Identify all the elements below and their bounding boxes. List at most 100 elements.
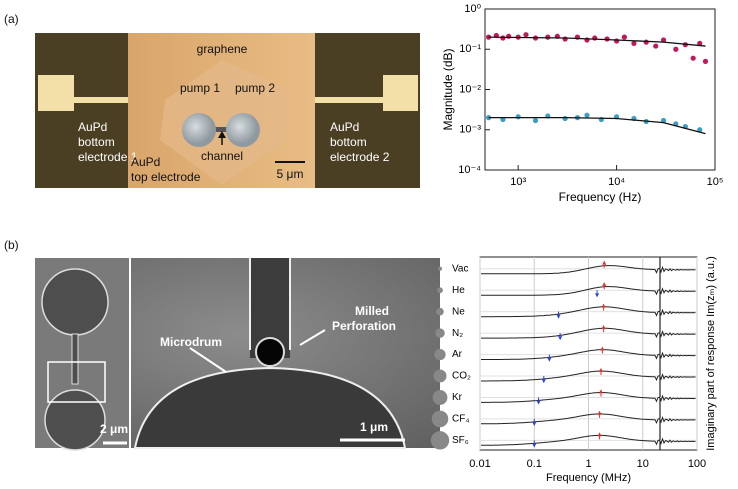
legend-symbol <box>432 390 448 405</box>
data-point <box>562 36 568 42</box>
knee-arrow <box>595 290 600 298</box>
image-label: Perforation <box>332 319 396 333</box>
data-point <box>653 43 659 49</box>
image-label: electrode 2 <box>330 150 390 164</box>
image-label: AuPd <box>131 155 160 169</box>
x-tick-label: 10³ <box>510 176 526 188</box>
plot-frame <box>484 8 716 171</box>
image-label: AuPd <box>330 120 359 134</box>
sem-image <box>35 258 440 451</box>
peak-arrow <box>600 346 605 354</box>
scale-label: 2 μm <box>100 422 128 436</box>
legend-symbol <box>430 431 450 450</box>
peak-arrow <box>602 260 607 268</box>
image-label: pump 1 <box>180 81 220 95</box>
legend-label: Kr <box>452 392 463 403</box>
data-point <box>506 33 512 39</box>
legend-label: Ne <box>452 306 465 317</box>
image-label: channel <box>201 149 243 163</box>
data-point <box>562 115 568 122</box>
spectrum-trace <box>481 265 696 275</box>
legend-label: Ar <box>452 349 463 360</box>
x-tick-label: 10⁵ <box>707 176 724 188</box>
legend-symbol <box>435 328 445 338</box>
legend-symbol <box>433 369 447 383</box>
spectrum-trace <box>481 306 696 318</box>
knee-arrow <box>532 440 537 448</box>
data-point <box>532 117 539 124</box>
spectrum-trace <box>481 392 696 403</box>
data-point <box>660 37 667 43</box>
y-tick-label: 10⁻² <box>459 83 481 95</box>
y-tick-label: 10⁻³ <box>459 124 481 136</box>
fit-line <box>488 36 706 47</box>
fit-line <box>488 116 706 135</box>
data-point <box>613 38 620 44</box>
legend-label: He <box>452 285 465 296</box>
data-point <box>584 112 590 118</box>
spectrum-trace <box>481 327 696 339</box>
x-axis-label: Frequency (Hz) <box>559 190 642 204</box>
x-tick-label: 0.1 <box>527 458 542 470</box>
y-tick-label: 10⁻⁴ <box>458 164 481 176</box>
data-point <box>702 58 709 64</box>
image-label: graphene <box>197 42 248 56</box>
legend-symbol <box>434 348 446 361</box>
legend-label: Vac <box>452 263 469 274</box>
y-tick-label: 10⁰ <box>464 3 481 15</box>
peak-arrow <box>599 389 603 397</box>
data-point <box>545 34 551 40</box>
legend-label: CF₄ <box>452 414 469 425</box>
image-label: AuPd <box>78 120 107 134</box>
panel-label: (b) <box>4 238 19 252</box>
data-point <box>697 40 703 46</box>
x-tick-label: 100 <box>688 458 706 470</box>
knee-arrow <box>558 333 563 341</box>
knee-arrow <box>547 354 552 362</box>
image-label: electrode 1 <box>78 150 138 164</box>
x-axis-label: Frequency (MHz) <box>546 472 631 484</box>
knee-arrow <box>541 376 546 384</box>
spectrum-trace <box>481 286 696 296</box>
scale-label: 1 μm <box>360 420 388 434</box>
peak-arrow <box>602 282 607 290</box>
legend-label: N₂ <box>452 328 463 339</box>
peak-arrow <box>597 432 602 440</box>
peak-arrow <box>601 303 606 311</box>
peak-arrow <box>601 325 606 333</box>
image-label: bottom <box>330 135 367 149</box>
y-tick-label: 10⁻¹ <box>459 43 481 55</box>
image-label: bottom <box>78 135 115 149</box>
y-axis-label: Imaginary part of response Im(zₘ) (a.u.) <box>705 256 717 451</box>
micrograph <box>35 33 420 188</box>
knee-arrow <box>556 311 561 319</box>
data-point <box>660 117 667 124</box>
image-label: pump 2 <box>235 81 275 95</box>
spectrum-trace <box>481 370 696 382</box>
data-point <box>673 46 679 52</box>
x-tick-label: 10⁴ <box>608 176 625 188</box>
data-point <box>500 35 506 41</box>
x-tick-label: 0.01 <box>469 458 490 470</box>
data-point <box>515 114 521 120</box>
image-label: Milled <box>355 304 389 318</box>
scale-label: 5 μm <box>277 167 304 181</box>
x-tick-label: 1 <box>585 458 591 470</box>
data-point <box>690 55 696 61</box>
image-label: Microdrum <box>160 335 222 349</box>
data-point <box>523 32 529 38</box>
knee-arrow <box>536 397 541 405</box>
legend-symbol <box>438 266 442 271</box>
legend-symbol <box>437 287 443 294</box>
peak-arrow <box>599 367 603 376</box>
spectrum-trace <box>481 349 696 360</box>
legend-label: SF₆ <box>452 435 469 446</box>
legend-symbol <box>436 307 444 316</box>
data-point <box>631 40 637 46</box>
data-point <box>697 127 703 133</box>
peak-arrow <box>597 410 602 418</box>
panel-label: (a) <box>4 12 19 26</box>
data-point <box>621 34 627 40</box>
spectrum-trace <box>481 434 696 446</box>
